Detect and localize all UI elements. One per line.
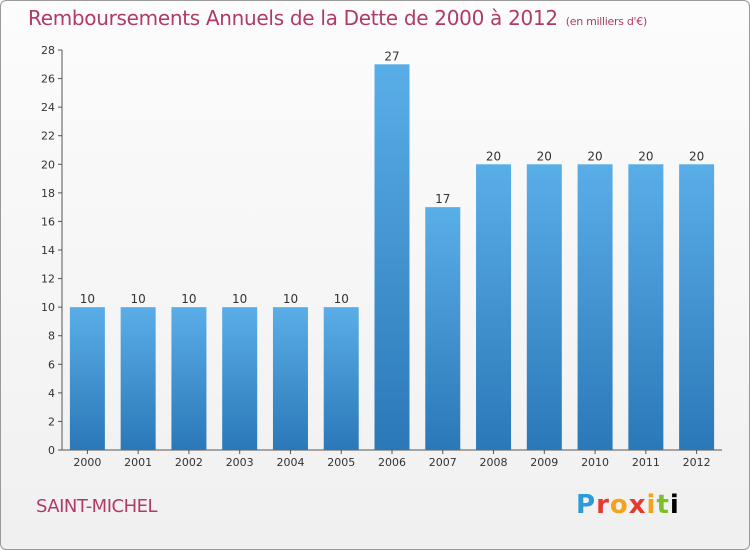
- x-tick-label-2010: 2010: [581, 456, 609, 469]
- chart-labels: 10 2000 10 2001 10 2002 10 2003 10 2004 10 2005 27 20…: [73, 49, 710, 469]
- bar-2006: [374, 64, 410, 451]
- y-tick-label: 26: [41, 73, 55, 86]
- y-tick-label: 8: [48, 330, 55, 343]
- y-tick-label: 2: [48, 415, 55, 428]
- y-tick-label: 20: [41, 158, 55, 171]
- value-label-2003: 10: [232, 292, 247, 306]
- y-tick-label: 4: [48, 387, 55, 400]
- y-tick-label: 22: [41, 130, 55, 143]
- bar-2002: [171, 307, 207, 450]
- x-tick-label-2008: 2008: [480, 456, 508, 469]
- value-label-2011: 20: [638, 149, 653, 163]
- value-label-2002: 10: [181, 292, 196, 306]
- bar-2004: [272, 307, 308, 450]
- x-tick-label-2007: 2007: [429, 456, 457, 469]
- value-label-2004: 10: [283, 292, 298, 306]
- x-tick-label-2003: 2003: [226, 456, 254, 469]
- bar-2012: [679, 164, 715, 451]
- y-tick-label: 18: [41, 187, 55, 200]
- value-label-2000: 10: [80, 292, 95, 306]
- bar-2009: [526, 164, 562, 451]
- x-tick-label-2001: 2001: [124, 456, 152, 469]
- y-tick-label: 28: [41, 44, 55, 57]
- value-label-2005: 10: [334, 292, 349, 306]
- bar-2010: [577, 164, 613, 451]
- chart-title-text: Remboursements Annuels de la Dette de 20…: [28, 6, 558, 30]
- x-tick-label-2012: 2012: [683, 456, 711, 469]
- chart-title: Remboursements Annuels de la Dette de 20…: [28, 6, 647, 30]
- bar-2007: [425, 207, 461, 450]
- x-tick-label-2011: 2011: [632, 456, 660, 469]
- value-label-2007: 17: [435, 192, 450, 206]
- chart-bars: [69, 64, 715, 451]
- x-tick-label-2004: 2004: [276, 456, 304, 469]
- value-label-2012: 20: [689, 149, 704, 163]
- value-label-2010: 20: [587, 149, 602, 163]
- y-tick-label: 6: [48, 358, 55, 371]
- y-tick-label: 16: [41, 215, 55, 228]
- y-tick-label: 14: [41, 244, 55, 257]
- bar-2008: [476, 164, 512, 451]
- value-label-2008: 20: [486, 149, 501, 163]
- y-tick-label: 0: [48, 444, 55, 457]
- x-tick-label-2005: 2005: [327, 456, 355, 469]
- proxiti-logo: Proxiti: [576, 490, 680, 520]
- value-label-2009: 20: [537, 149, 552, 163]
- x-tick-label-2006: 2006: [378, 456, 406, 469]
- commune-name: SAINT-MICHEL: [36, 496, 158, 517]
- x-tick-label-2002: 2002: [175, 456, 203, 469]
- y-tick-label: 10: [41, 301, 55, 314]
- x-tick-label-2000: 2000: [73, 456, 101, 469]
- value-label-2006: 27: [384, 49, 399, 63]
- value-label-2001: 10: [131, 292, 146, 306]
- bar-2011: [628, 164, 664, 451]
- y-tick-label: 12: [41, 273, 55, 286]
- bar-2005: [323, 307, 359, 450]
- y-tick-label: 24: [41, 101, 55, 114]
- bar-2003: [222, 307, 258, 450]
- bar-2001: [120, 307, 156, 450]
- x-tick-label-2009: 2009: [530, 456, 558, 469]
- bar-2000: [69, 307, 105, 450]
- chart-subtitle: (en milliers d'€): [565, 15, 647, 28]
